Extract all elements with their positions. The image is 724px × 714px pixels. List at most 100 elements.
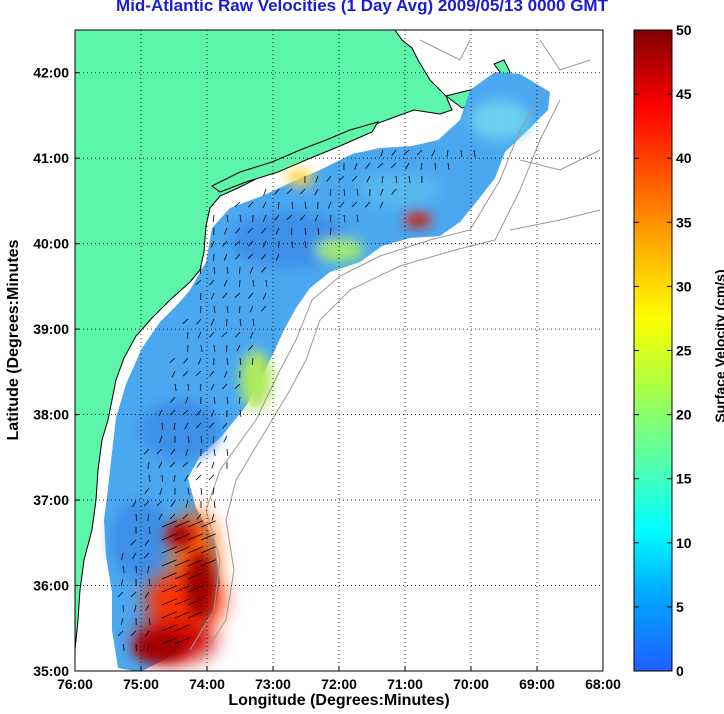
velocity-vector — [187, 520, 203, 528]
velocity-vector — [196, 409, 202, 416]
velocity-vector — [187, 546, 203, 554]
velocity-vector — [247, 201, 254, 208]
velocity-vector — [213, 344, 216, 352]
velocity-vector — [223, 279, 228, 287]
velocity-vector — [174, 585, 190, 593]
y-axis: 35:00 36:00 37:00 38:00 39:00 40:00 41:00 42:00 — [33, 65, 80, 679]
velocity-vectors — [117, 149, 476, 652]
velocity-vector — [122, 565, 125, 573]
y-tick-label: 41:00 — [33, 150, 69, 166]
velocity-vector — [248, 344, 254, 351]
velocity-vector — [365, 162, 371, 169]
velocity-vector — [274, 188, 280, 195]
velocity-vector — [239, 266, 241, 275]
colorbar-tick-label: 25 — [676, 343, 692, 359]
velocity-vector — [156, 500, 163, 507]
velocity-vector — [122, 643, 125, 651]
x-axis: 76:00 75:00 74:00 73:00 72:00 71:00 70:00 69:00… — [57, 666, 621, 692]
velocity-vector — [274, 214, 280, 221]
velocity-vector — [186, 331, 189, 340]
velocity-vector — [148, 474, 151, 482]
velocity-vector — [239, 214, 242, 222]
velocity-vector — [161, 598, 177, 606]
velocity-vector — [209, 370, 215, 377]
velocity-vector — [473, 149, 476, 157]
velocity-vector — [226, 448, 229, 457]
velocity-vector — [343, 214, 346, 222]
velocity-vector — [304, 240, 307, 248]
velocity-vector — [286, 188, 293, 195]
velocity-vector — [187, 487, 190, 495]
velocity-vector — [173, 422, 176, 430]
velocity-vector — [315, 175, 319, 183]
land-mass — [75, 30, 453, 651]
y-tick-label: 36:00 — [33, 578, 69, 594]
velocity-vector — [174, 533, 190, 541]
velocity-vector — [420, 162, 423, 170]
velocity-vector — [187, 598, 203, 606]
velocity-vector — [405, 162, 410, 170]
bathymetry-contours — [189, 39, 601, 661]
velocity-vector — [183, 357, 189, 364]
velocity-vector — [261, 253, 267, 260]
velocity-vector — [212, 214, 215, 222]
velocity-vector — [130, 591, 137, 598]
velocity-vector — [300, 214, 306, 221]
velocity-vector — [195, 422, 202, 429]
long-island — [211, 121, 380, 193]
velocity-vector — [235, 227, 241, 234]
colorbar-tick-label: 20 — [676, 407, 692, 423]
velocity-vector — [238, 305, 241, 314]
velocity-vector — [200, 266, 202, 275]
velocity-vector — [354, 162, 358, 170]
velocity-vector — [130, 630, 137, 637]
velocity-vector — [161, 637, 177, 645]
velocity-vector — [210, 292, 215, 300]
velocity-vector — [200, 487, 203, 496]
velocity-vector — [144, 487, 150, 494]
velocity-vector — [277, 240, 280, 249]
x-tick-label: 74:00 — [189, 676, 225, 692]
velocity-vector — [144, 591, 150, 598]
grid-lines — [75, 30, 603, 671]
velocity-vector — [187, 611, 203, 619]
velocity-vector — [161, 546, 177, 554]
velocity-vector — [277, 201, 280, 209]
velocity-vector — [196, 318, 202, 325]
velocity-vector — [326, 175, 332, 182]
velocity-vector — [120, 617, 124, 625]
velocity-vector — [290, 227, 293, 236]
velocity-vector — [135, 513, 138, 522]
velocity-vector — [161, 611, 177, 619]
velocity-vector — [261, 227, 267, 234]
velocity-vector — [226, 357, 229, 365]
y-tick-label: 37:00 — [33, 492, 69, 508]
velocity-vector — [200, 559, 216, 567]
velocity-vector — [158, 409, 163, 417]
velocity-vector — [134, 604, 137, 612]
velocity-vector — [144, 604, 150, 612]
velocity-vector — [235, 253, 241, 260]
velocity-vector — [314, 214, 319, 222]
velocity-vector — [251, 357, 254, 366]
velocity-vector — [234, 201, 241, 208]
velocity-vector — [187, 572, 203, 580]
velocity-vector — [182, 461, 189, 468]
velocity-vector — [200, 520, 216, 528]
colorbar-tick-label: 5 — [676, 599, 684, 615]
y-tick-label: 42:00 — [33, 65, 69, 81]
velocity-vector — [211, 513, 215, 521]
colorbar-label: Surface Velocity (cm/s) — [712, 269, 724, 423]
velocity-vector — [212, 487, 215, 495]
velocity-vector — [198, 357, 202, 365]
velocity-vector — [236, 344, 241, 352]
velocity-vector — [187, 533, 203, 541]
velocity-vector — [161, 422, 164, 430]
y-tick-label: 39:00 — [33, 321, 69, 337]
velocity-vector — [252, 318, 255, 326]
velocity-vector — [249, 266, 254, 274]
velocity-vector — [226, 266, 229, 274]
velocity-vector — [161, 572, 177, 580]
velocity-vector — [147, 643, 150, 651]
velocity-vector — [210, 383, 215, 391]
